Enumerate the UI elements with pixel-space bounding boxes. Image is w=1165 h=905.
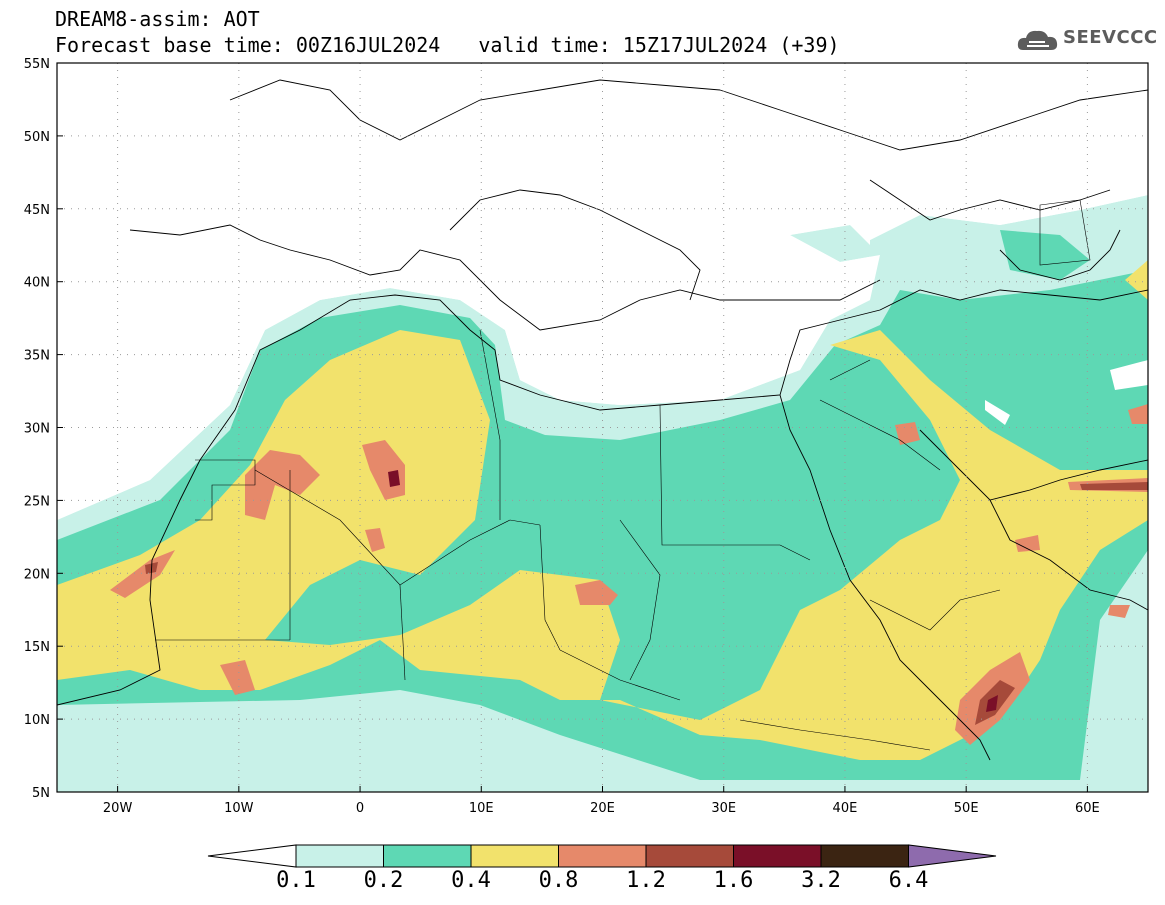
colorbar-label: 0.1 bbox=[276, 868, 316, 893]
lat-tick-label: 25N bbox=[24, 494, 50, 509]
colorbar-label: 3.2 bbox=[801, 868, 841, 893]
colorbar-over-triangle bbox=[908, 844, 997, 868]
lon-tick-label: 20W bbox=[103, 801, 133, 816]
aot-level-0.8 bbox=[245, 450, 320, 520]
aot-level-0.8 bbox=[220, 660, 255, 695]
clean-air-region bbox=[1110, 360, 1148, 390]
colorbar bbox=[207, 844, 997, 868]
lat-tick-label: 45N bbox=[24, 203, 50, 218]
cloud-icon bbox=[1017, 30, 1058, 50]
country-borders bbox=[155, 199, 1091, 751]
longitude-axis: 20W 10W 0 10E 20E 30E 40E 50E 60E bbox=[103, 786, 1100, 816]
aot-level-0.8 bbox=[1015, 535, 1040, 552]
aot-level-0.8 bbox=[365, 528, 385, 552]
lon-tick-label: 50E bbox=[954, 801, 979, 816]
map-title: DREAM8-assim: AOT bbox=[55, 7, 260, 31]
colorbar-segment bbox=[470, 844, 559, 868]
lat-tick-label: 30N bbox=[24, 422, 50, 437]
colorbar-label: 1.2 bbox=[626, 868, 666, 893]
lat-tick-label: 55N bbox=[24, 57, 50, 72]
lat-tick-label: 15N bbox=[24, 640, 50, 655]
lon-tick-label: 30E bbox=[711, 801, 736, 816]
aot-level-1.2 bbox=[1080, 482, 1148, 490]
lat-tick-label: 40N bbox=[24, 276, 50, 291]
aot-level-0.2 bbox=[1000, 230, 1090, 280]
base-time-label: Forecast base time: 00Z16JUL2024 bbox=[55, 33, 441, 57]
coastlines bbox=[57, 79, 1148, 761]
colorbar-under-triangle bbox=[207, 844, 297, 868]
colorbar-segment bbox=[558, 844, 647, 868]
aot-level-0.8 bbox=[895, 422, 920, 445]
lon-tick-label: 10E bbox=[469, 801, 494, 816]
lat-tick-label: 20N bbox=[24, 567, 50, 582]
lon-tick-label: 10W bbox=[224, 801, 254, 816]
clean-air-region bbox=[985, 400, 1010, 425]
graticule bbox=[57, 62, 1148, 793]
aot-level-1.6 bbox=[986, 695, 998, 712]
lon-tick-label: 20E bbox=[590, 801, 615, 816]
lon-tick-label: 60E bbox=[1075, 801, 1100, 816]
logo-text: SEEVCCC bbox=[1063, 27, 1158, 48]
colorbar-segment bbox=[645, 844, 734, 868]
valid-time-label: valid time: 15Z17JUL2024 (+39) bbox=[478, 33, 840, 57]
aot-level-0.1 bbox=[790, 225, 880, 262]
colorbar-label: 0.8 bbox=[538, 868, 579, 893]
aot-level-0.4 bbox=[1125, 260, 1148, 300]
colorbar-label: 6.4 bbox=[888, 868, 929, 893]
aot-level-1.6 bbox=[388, 470, 400, 487]
colorbar-segment bbox=[733, 844, 822, 868]
lat-tick-label: 50N bbox=[24, 130, 50, 145]
aot-level-0.8 bbox=[575, 580, 618, 605]
colorbar-label: 1.6 bbox=[713, 868, 754, 893]
aot-level-0.8 bbox=[1108, 605, 1130, 618]
lon-tick-label: 40E bbox=[833, 801, 858, 816]
aot-level-0.8 bbox=[110, 550, 175, 598]
lat-tick-label: 5N bbox=[32, 786, 50, 801]
colorbar-segment bbox=[820, 844, 909, 868]
colorbar-segment bbox=[295, 844, 384, 868]
time-line: Forecast base time: 00Z16JUL2024 valid ti… bbox=[55, 34, 840, 56]
clean-air-region bbox=[57, 63, 1148, 520]
colorbar-segment bbox=[383, 844, 472, 868]
lon-tick-label: 0 bbox=[356, 801, 364, 816]
latitude-axis: 55N 50N 45N 40N 35N 30N 25N 20N 15N 10N 5N bbox=[24, 57, 63, 801]
lat-tick-label: 35N bbox=[24, 349, 50, 364]
aot-level-0.4 bbox=[57, 330, 1148, 760]
lat-tick-label: 10N bbox=[24, 713, 50, 728]
aot-level-0.8 bbox=[1128, 404, 1148, 424]
colorbar-label: 0.4 bbox=[451, 868, 491, 893]
colorbar-label: 0.2 bbox=[363, 868, 404, 893]
